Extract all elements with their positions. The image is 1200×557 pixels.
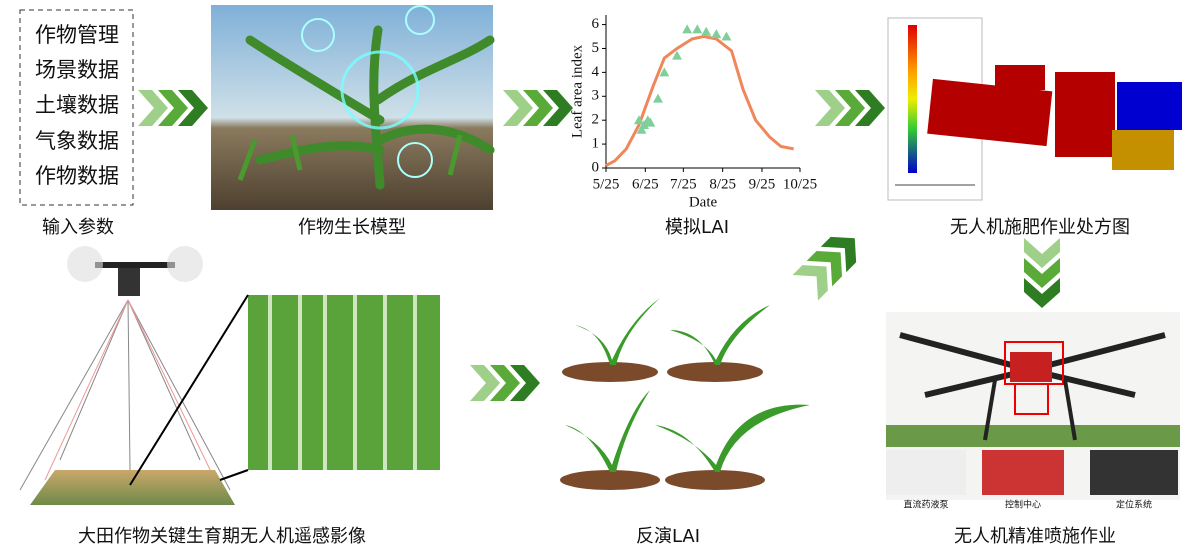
plants-image xyxy=(560,298,810,490)
observed-point xyxy=(633,115,644,125)
spraying-drone-image xyxy=(886,312,1180,500)
observed-point xyxy=(701,26,712,36)
x-tick-label: 8/25 xyxy=(709,176,736,192)
caption: 大田作物关键生育期无人机遥感影像 xyxy=(78,526,366,547)
chevron xyxy=(503,90,533,126)
caption: 反演LAI xyxy=(636,526,700,547)
y-tick-label: 6 xyxy=(592,16,600,32)
simulated-line xyxy=(605,34,794,167)
input-item: 土壤数据 xyxy=(35,93,119,117)
chevron xyxy=(855,90,885,126)
observed-point xyxy=(659,67,670,77)
y-tick-label: 3 xyxy=(592,88,600,104)
observed-point xyxy=(645,117,656,127)
y-tick-label: 4 xyxy=(592,64,600,80)
x-tick-label: 7/25 xyxy=(670,176,697,192)
caption: 作物生长模型 xyxy=(298,217,406,238)
observed-point xyxy=(682,24,693,34)
x-tick-label: 6/25 xyxy=(632,176,659,192)
arrows xyxy=(138,90,1060,401)
lai-chart: 0 1 2 3 4 5 6 5/25 6/25 7/25 8/25 9/25 10/25 Date Leaf… xyxy=(569,15,817,210)
observed-point xyxy=(692,24,703,34)
input-item: 作物数据 xyxy=(35,164,119,188)
prescription-map-image xyxy=(887,17,1182,201)
chevron xyxy=(470,365,500,401)
observed-point xyxy=(721,31,732,41)
uav-imagery-image xyxy=(19,246,440,505)
x-tick-label: 5/25 xyxy=(593,176,620,192)
chevron xyxy=(510,365,540,401)
y-tick-label: 2 xyxy=(592,112,600,128)
x-tick-label: 9/25 xyxy=(749,176,776,192)
observed-point xyxy=(652,93,663,103)
caption: 输入参数 xyxy=(42,217,114,238)
chevron xyxy=(523,90,553,126)
chevron xyxy=(1024,238,1060,268)
input-box xyxy=(19,9,134,206)
y-tick-label: 5 xyxy=(592,40,600,56)
input-item: 作物管理 xyxy=(35,23,119,47)
caption: 无人机精准喷施作业 xyxy=(954,526,1116,547)
observed-point xyxy=(639,119,650,129)
x-tick-label: 10/25 xyxy=(783,176,817,192)
chevron xyxy=(820,236,857,273)
chevron xyxy=(1024,278,1060,308)
chevron xyxy=(835,90,865,126)
crop-model-image xyxy=(211,5,495,210)
chevron xyxy=(490,365,520,401)
chevron xyxy=(806,250,843,287)
caption: 模拟LAI xyxy=(665,217,729,238)
y-tick-label: 0 xyxy=(592,159,600,175)
input-item: 场景数据 xyxy=(35,58,119,82)
x-axis-label: Date xyxy=(689,194,718,210)
observed-point xyxy=(672,50,683,60)
part-label: 定位系统 xyxy=(1116,499,1152,511)
chevron xyxy=(543,90,573,126)
chevron xyxy=(138,90,168,126)
input-item: 气象数据 xyxy=(35,129,119,153)
chevron xyxy=(178,90,208,126)
chevron xyxy=(1024,258,1060,288)
caption: 无人机施肥作业处方图 xyxy=(950,217,1130,238)
chevron xyxy=(158,90,188,126)
observed-point xyxy=(636,124,647,134)
part-label: 控制中心 xyxy=(1005,499,1041,511)
y-tick-label: 1 xyxy=(592,136,600,152)
observed-point xyxy=(711,29,722,39)
chevron xyxy=(792,265,828,301)
chevron xyxy=(815,90,845,126)
part-label: 直流药液泵 xyxy=(903,499,948,511)
y-axis-label: Leaf area index xyxy=(569,44,585,138)
